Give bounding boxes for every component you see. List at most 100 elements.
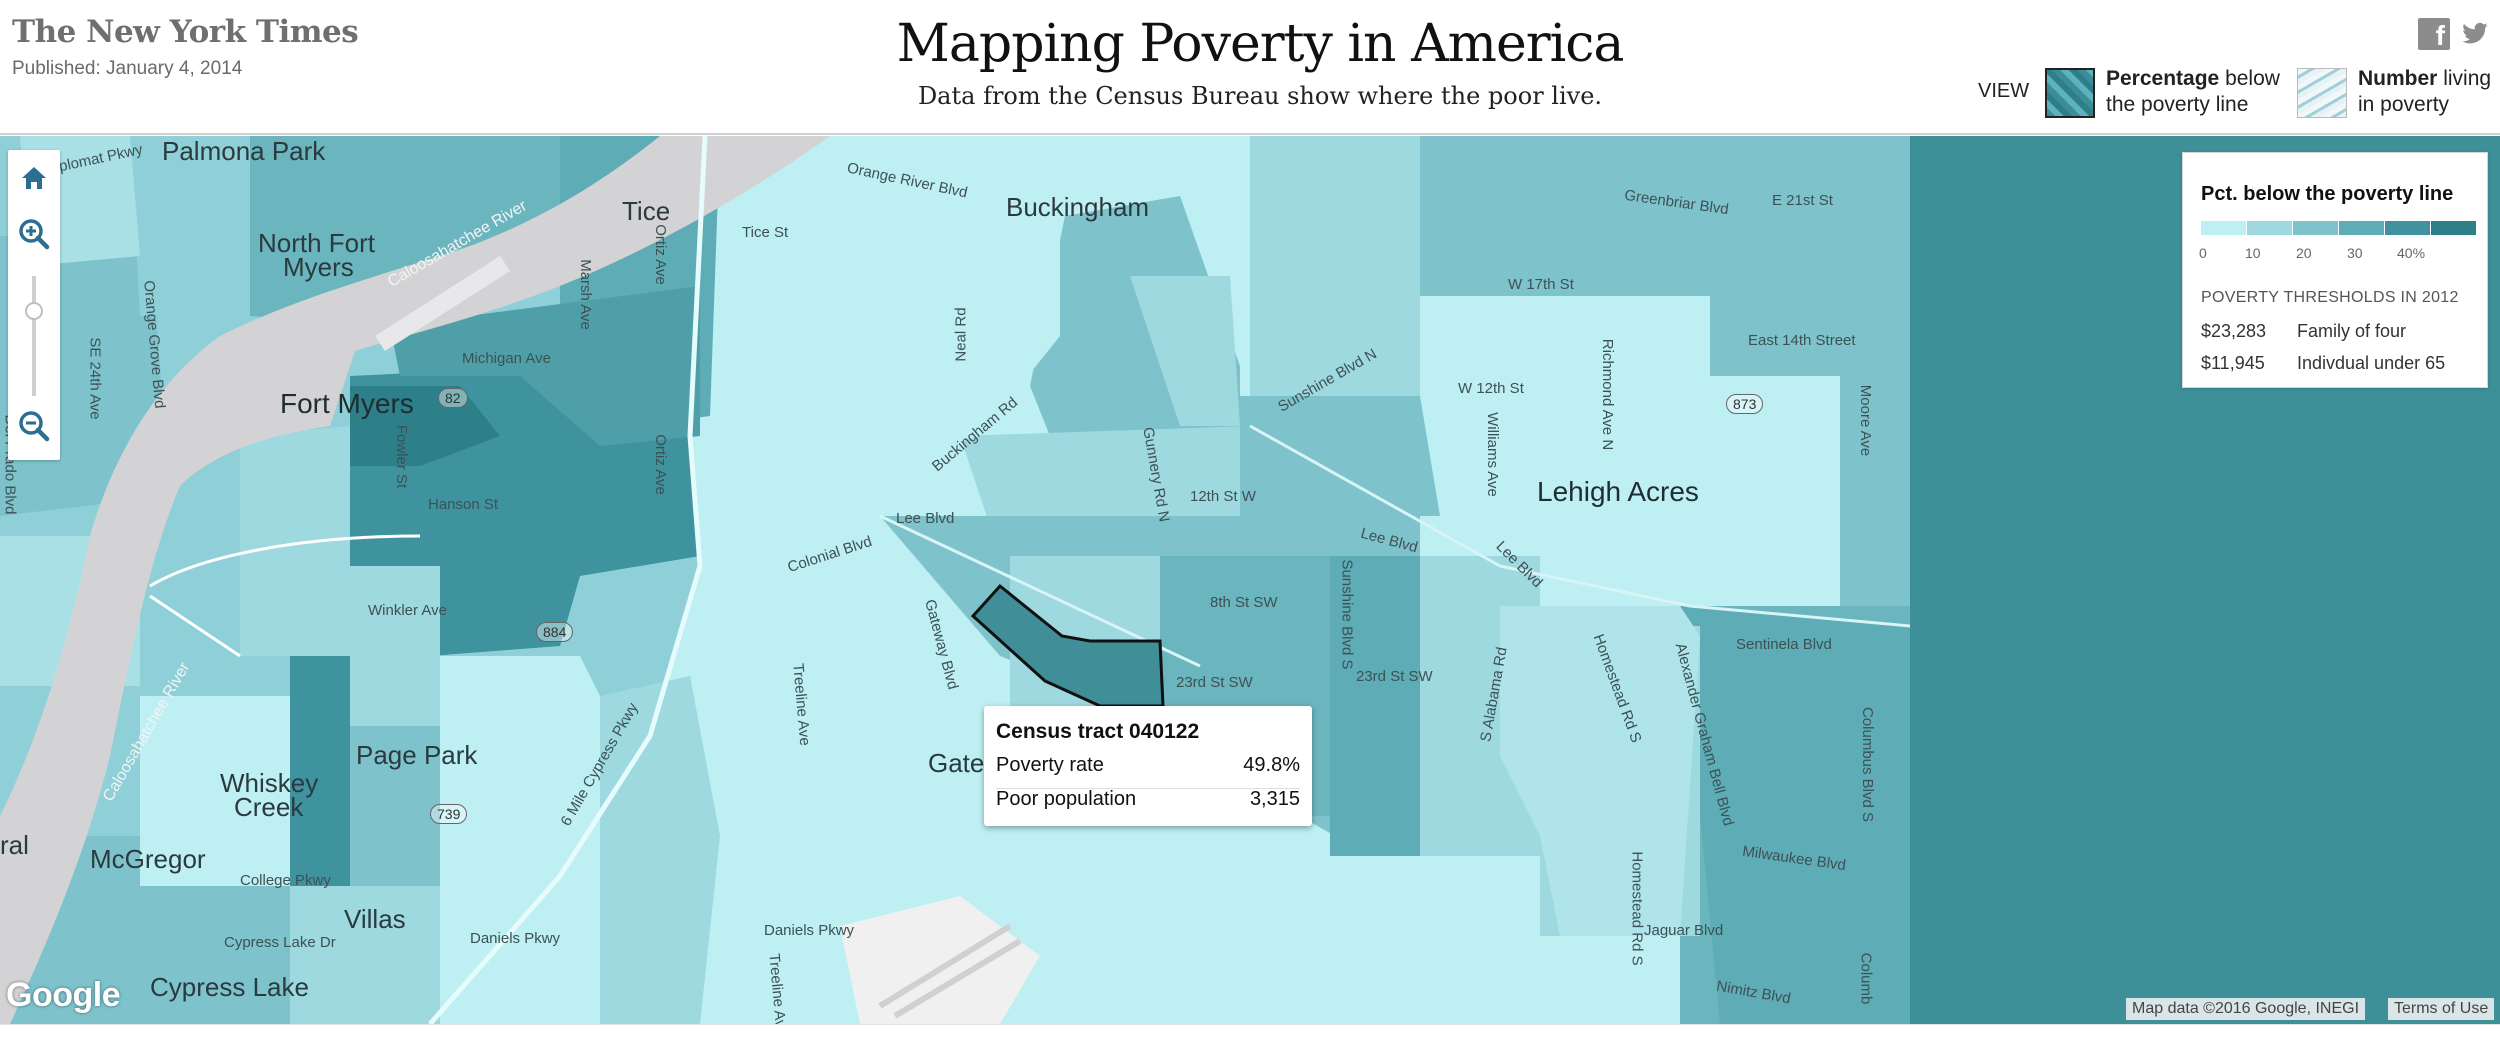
published-date: Published: January 4, 2014 xyxy=(12,58,243,79)
legend-threshold-label: Family of four xyxy=(2297,321,2407,341)
road-label: Jaguar Blvd xyxy=(1644,922,1724,939)
road-label: W 17th St xyxy=(1508,276,1574,293)
tooltip-divider xyxy=(996,788,1300,789)
zoom-out-icon[interactable] xyxy=(14,406,54,446)
view-percentage-thumbnail[interactable] xyxy=(2045,68,2095,118)
place-fort-myers: Fort Myers xyxy=(280,388,414,419)
legend-thresholds-title: POVERTY THRESHOLDS IN 2012 xyxy=(2201,289,2459,306)
view-option-line2: in poverty xyxy=(2358,93,2450,116)
place-tice: Tice xyxy=(622,196,671,226)
view-option-number[interactable]: Number living in poverty xyxy=(2358,66,2491,118)
view-option-bold: Number xyxy=(2358,67,2438,90)
facebook-icon[interactable]: f xyxy=(2418,18,2450,51)
google-logo[interactable]: Google xyxy=(6,976,121,1014)
road-label: Michigan Ave xyxy=(462,350,551,367)
view-label: VIEW xyxy=(1978,80,2030,102)
zoom-slider-handle[interactable] xyxy=(25,302,43,320)
twitter-icon[interactable] xyxy=(2460,20,2490,48)
legend-swatch xyxy=(2201,221,2246,235)
zoom-control xyxy=(8,150,60,460)
place-north-fort-myers: North Fort xyxy=(258,228,376,258)
zoom-in-icon[interactable] xyxy=(14,214,54,254)
tooltip-title: Census tract 040122 xyxy=(996,720,1200,743)
road-label: Lee Blvd xyxy=(896,510,955,527)
road-label: Sentinela Blvd xyxy=(1736,636,1832,653)
place-mcgregor: McGregor xyxy=(90,844,206,874)
place-palmona-park: Palmona Park xyxy=(162,136,326,166)
legend-swatch xyxy=(2293,221,2338,235)
route-shield: 82 xyxy=(438,388,468,408)
road-label: Daniels Pkwy xyxy=(470,930,561,947)
legend-title: Pct. below the poverty line xyxy=(2201,183,2454,205)
legend-swatch xyxy=(2431,221,2476,235)
legend-swatch xyxy=(2339,221,2384,235)
place-page-park: Page Park xyxy=(356,740,478,770)
poverty-map[interactable]: Palmona Park North Fort Myers Tice Fort … xyxy=(0,136,2500,1024)
page-title: Mapping Poverty in America xyxy=(896,14,1625,74)
road-label: Tice St xyxy=(742,224,789,241)
legend-tick: 30 xyxy=(2347,245,2363,261)
legend-threshold-amount: $23,283 xyxy=(2201,321,2267,341)
view-option-percentage[interactable]: Percentage below the poverty line xyxy=(2106,66,2280,118)
map-canvas[interactable] xyxy=(0,136,2500,1024)
road-label: SE 24th Ave xyxy=(86,337,104,420)
legend-tick: 20 xyxy=(2296,245,2312,261)
route-shield: 739 xyxy=(430,804,468,824)
place-whiskey-creek: Creek xyxy=(234,792,304,822)
road-label: Richmond Ave N xyxy=(1599,338,1617,451)
road-label: Hanson St xyxy=(428,496,499,513)
census-tract-tooltip: Census tract 040122 Poverty rate 49.8% P… xyxy=(984,706,1312,826)
map-attribution: Map data ©2016 Google, INEGI xyxy=(2126,998,2366,1020)
zoom-slider-track[interactable] xyxy=(32,276,36,396)
road-label: 8th St SW xyxy=(1210,594,1278,611)
road-label: 23rd St SW xyxy=(1356,668,1433,685)
road-label: Columb xyxy=(1857,952,1875,1005)
route-shield: 873 xyxy=(1726,394,1764,414)
road-label: Williams Ave xyxy=(1483,412,1501,497)
view-option-line2: the poverty line xyxy=(2106,93,2249,116)
place-cypress-lake: Cypress Lake xyxy=(150,972,309,1002)
legend-threshold-label: Indivdual under 65 xyxy=(2297,353,2446,373)
road-label: Moore Ave xyxy=(1857,384,1875,457)
home-icon[interactable] xyxy=(14,158,54,198)
legend-tick: 0 xyxy=(2199,245,2207,261)
road-label: Daniels Pkwy xyxy=(764,922,855,939)
road-label: Neal Rd xyxy=(952,307,970,362)
place-whiskey-creek: Whiskey xyxy=(220,768,319,798)
road-label: W 12th St xyxy=(1458,380,1524,397)
place-partial-label: ral xyxy=(0,830,29,860)
tooltip-row-value: 3,315 xyxy=(1249,788,1300,810)
legend-tick: 10 xyxy=(2245,245,2261,261)
tooltip-row-poverty-rate: Poverty rate 49.8% xyxy=(996,750,1300,782)
terms-of-use-link[interactable]: Terms of Use xyxy=(2388,998,2495,1020)
road-label: College Pkwy xyxy=(240,872,331,889)
road-label: East 14th Street xyxy=(1748,332,1856,349)
page-footer xyxy=(0,1024,2500,1037)
road-label: Winkler Ave xyxy=(368,602,447,619)
road-label: 23rd St SW xyxy=(1176,674,1253,691)
place-lehigh-acres: Lehigh Acres xyxy=(1537,476,1699,507)
page-subtitle: Data from the Census Bureau show where t… xyxy=(917,82,1603,110)
road-label: Ortiz Ave xyxy=(651,434,669,495)
road-label: Cypress Lake Dr xyxy=(224,934,336,951)
view-option-rest: below xyxy=(2219,67,2280,90)
tooltip-row-poor-population: Poor population 3,315 xyxy=(996,784,1300,816)
route-shield: 884 xyxy=(536,622,574,642)
selected-census-tract xyxy=(970,583,1165,708)
tooltip-row-value: 49.8% xyxy=(1243,754,1300,776)
tooltip-row-label: Poor population xyxy=(996,788,1137,810)
road-label: Ortiz Ave xyxy=(651,224,669,285)
road-label: Homestead Rd S xyxy=(1628,851,1646,966)
road-label: Fowler St xyxy=(393,424,411,489)
view-option-rest: living xyxy=(2437,67,2492,90)
road-label: Sunshine Blvd S xyxy=(1338,559,1356,670)
place-buckingham: Buckingham xyxy=(1006,192,1150,222)
page-header: The New York Times Published: January 4,… xyxy=(0,0,2500,135)
legend-swatch xyxy=(2247,221,2292,235)
place-north-fort-myers: Myers xyxy=(283,252,354,282)
map-legend: Pct. below the poverty line 0 10 20 30 4… xyxy=(2182,152,2488,388)
view-option-bold: Percentage xyxy=(2106,67,2220,90)
nyt-logo[interactable]: The New York Times xyxy=(12,14,359,50)
road-label: 12th St W xyxy=(1190,488,1256,505)
view-number-thumbnail[interactable] xyxy=(2297,68,2347,118)
